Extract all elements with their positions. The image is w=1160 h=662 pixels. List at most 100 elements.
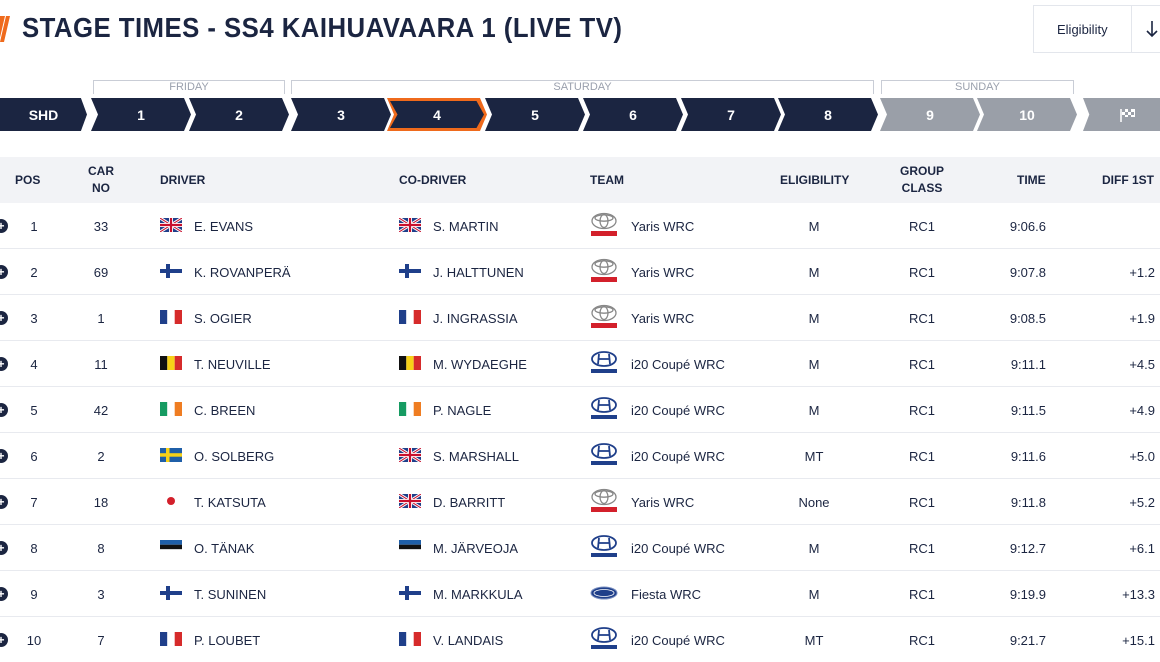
stage-tab-label: 2: [235, 106, 243, 123]
flag-icon: [160, 631, 194, 649]
flag-icon: [160, 217, 194, 235]
sort-arrow-down-icon[interactable]: [1130, 6, 1160, 52]
day-friday: FRIDAY: [93, 80, 285, 94]
cell-driver[interactable]: K. ROVANPERÄ: [160, 249, 291, 295]
team-logo-icon: [589, 442, 631, 471]
flag-icon: [399, 217, 433, 235]
cell-driver[interactable]: S. OGIER: [160, 295, 252, 341]
table-row[interactable]: +10 7 P. LOUBET V. LANDAIS i20 Coupé WRC MT RC…: [0, 617, 1160, 662]
stage-tab-7[interactable]: 7: [681, 98, 781, 131]
expand-plus-icon[interactable]: +: [0, 633, 8, 647]
cell-pos: 2: [30, 264, 38, 280]
cell-driver[interactable]: C. BREEN: [160, 387, 255, 433]
flag-icon: [160, 309, 194, 327]
stage-tab-4-active[interactable]: 4: [387, 98, 487, 131]
stage-tab-finish[interactable]: [1083, 98, 1160, 131]
stage-tab-8[interactable]: 8: [778, 98, 878, 131]
flag-icon: [160, 585, 194, 603]
stage-tab-6[interactable]: 6: [583, 98, 683, 131]
stage-tab-2[interactable]: 2: [189, 98, 289, 131]
cell-diff-1st: +4.5: [1129, 356, 1155, 372]
cell-codriver[interactable]: J. INGRASSIA: [399, 295, 518, 341]
flag-icon: [399, 263, 433, 281]
flag-icon: [399, 447, 433, 465]
col-driver: DRIVER: [160, 173, 206, 187]
expand-plus-icon[interactable]: +: [0, 587, 8, 601]
table-row[interactable]: +8 8 O. TÄNAK M. JÄRVEOJA i20 Coupé WRC M RC1 9…: [0, 525, 1160, 571]
cell-driver[interactable]: P. LOUBET: [160, 617, 260, 662]
table-row[interactable]: +6 2 O. SOLBERG S. MARSHALL i20 Coupé WRC MT R…: [0, 433, 1160, 479]
stage-tab-5[interactable]: 5: [485, 98, 585, 131]
cell-codriver[interactable]: J. HALTTUNEN: [399, 249, 524, 295]
cell-eligibility: None: [798, 494, 830, 510]
driver-name: K. ROVANPERÄ: [194, 264, 291, 280]
day-label: SUNDAY: [950, 81, 1005, 93]
sort-dropdown[interactable]: Eligibility: [1033, 5, 1160, 53]
cell-driver[interactable]: O. TÄNAK: [160, 525, 254, 571]
stage-tab-shd[interactable]: SHD: [0, 98, 87, 131]
cell-codriver[interactable]: M. MARKKULA: [399, 571, 523, 617]
table-row[interactable]: +9 3 T. SUNINEN M. MARKKULA Fiesta WRC M RC1 9:…: [0, 571, 1160, 617]
cell-team: i20 Coupé WRC: [589, 617, 725, 662]
table-row[interactable]: +4 11 T. NEUVILLE M. WYDAEGHE i20 Coupé WRC M…: [0, 341, 1160, 387]
team-car: Yaris WRC: [631, 494, 695, 510]
cell-codriver[interactable]: S. MARTIN: [399, 203, 499, 249]
expand-plus-icon[interactable]: +: [0, 219, 8, 233]
cell-car-no: 42: [93, 402, 109, 418]
cell-car-no: 69: [93, 264, 109, 280]
expand-plus-icon[interactable]: +: [0, 311, 8, 325]
driver-name: E. EVANS: [194, 218, 254, 234]
table-row[interactable]: +7 18 T. KATSUTA D. BARRITT Yaris WRC None RC1…: [0, 479, 1160, 525]
cell-driver[interactable]: T. SUNINEN: [160, 571, 266, 617]
cell-codriver[interactable]: V. LANDAIS: [399, 617, 503, 662]
team-car: i20 Coupé WRC: [631, 402, 725, 418]
team-logo-icon: [589, 258, 631, 287]
cell-driver[interactable]: E. EVANS: [160, 203, 253, 249]
table-row[interactable]: +5 42 C. BREEN P. NAGLE i20 Coupé WRC M RC1 9:1…: [0, 387, 1160, 433]
cell-eligibility: M: [808, 402, 820, 418]
codriver-name: M. MARKKULA: [433, 586, 523, 602]
cell-codriver[interactable]: D. BARRITT: [399, 479, 505, 525]
cell-team: Yaris WRC: [589, 479, 694, 525]
expand-plus-icon[interactable]: +: [0, 265, 8, 279]
table-row[interactable]: +2 69 K. ROVANPERÄ J. HALTTUNEN Yaris WRC M RC…: [0, 249, 1160, 295]
cell-pos: 9: [30, 586, 38, 602]
day-sunday: SUNDAY: [881, 80, 1074, 94]
stage-tab-label: 4: [433, 106, 441, 123]
cell-codriver[interactable]: M. WYDAEGHE: [399, 341, 527, 387]
cell-driver[interactable]: T. NEUVILLE: [160, 341, 271, 387]
team-car: i20 Coupé WRC: [631, 448, 725, 464]
cell-driver[interactable]: T. KATSUTA: [160, 479, 266, 525]
cell-codriver[interactable]: M. JÄRVEOJA: [399, 525, 518, 571]
cell-car-no: 18: [93, 494, 109, 510]
expand-plus-icon[interactable]: +: [0, 495, 8, 509]
expand-plus-icon[interactable]: +: [0, 357, 8, 371]
stage-tab-10[interactable]: 10: [977, 98, 1077, 131]
table-row[interactable]: +3 1 S. OGIER J. INGRASSIA Yaris WRC M RC1 9:08…: [0, 295, 1160, 341]
sort-dropdown-label: Eligibility: [1057, 21, 1108, 37]
cell-eligibility: MT: [804, 448, 824, 464]
cell-team: Fiesta WRC: [589, 571, 701, 617]
expand-plus-icon[interactable]: +: [0, 403, 8, 417]
day-saturday: SATURDAY: [291, 80, 874, 94]
stage-tab-3[interactable]: 3: [291, 98, 391, 131]
table-row[interactable]: +1 33 E. EVANS S. MARTIN Yaris WRC M RC1 9:06.6: [0, 203, 1160, 249]
cell-diff-1st: [1080, 203, 1155, 249]
cell-diff-1st: +6.1: [1129, 540, 1155, 556]
codriver-name: S. MARSHALL: [433, 448, 519, 464]
stage-tab-label: 3: [337, 106, 345, 123]
team-car: i20 Coupé WRC: [631, 356, 725, 372]
cell-car-no: 7: [97, 632, 105, 648]
cell-codriver[interactable]: S. MARSHALL: [399, 433, 519, 479]
expand-plus-icon[interactable]: +: [0, 541, 8, 555]
cell-pos: 8: [30, 540, 38, 556]
cell-driver[interactable]: O. SOLBERG: [160, 433, 274, 479]
stage-tab-9[interactable]: 9: [880, 98, 980, 131]
title-accent-icon: [0, 16, 10, 42]
stage-tab-1[interactable]: 1: [91, 98, 191, 131]
cell-team: i20 Coupé WRC: [589, 433, 725, 479]
team-car: Fiesta WRC: [631, 586, 702, 602]
cell-codriver[interactable]: P. NAGLE: [399, 387, 491, 433]
expand-plus-icon[interactable]: +: [0, 449, 8, 463]
cell-time: 9:06.6: [1009, 218, 1046, 234]
